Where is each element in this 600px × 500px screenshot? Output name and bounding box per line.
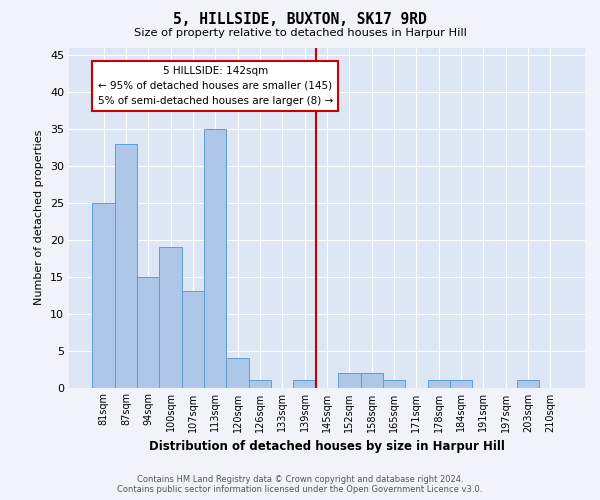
- Bar: [428, 380, 450, 388]
- Bar: [293, 380, 316, 388]
- Bar: [383, 380, 405, 388]
- Text: Contains HM Land Registry data © Crown copyright and database right 2024.
Contai: Contains HM Land Registry data © Crown c…: [118, 474, 482, 494]
- Bar: [160, 247, 182, 388]
- Bar: [92, 202, 115, 388]
- Y-axis label: Number of detached properties: Number of detached properties: [34, 130, 44, 305]
- Bar: [361, 372, 383, 388]
- Bar: [450, 380, 472, 388]
- Bar: [137, 276, 160, 388]
- X-axis label: Distribution of detached houses by size in Harpur Hill: Distribution of detached houses by size …: [149, 440, 505, 453]
- Bar: [338, 372, 361, 388]
- Bar: [517, 380, 539, 388]
- Bar: [115, 144, 137, 388]
- Text: Size of property relative to detached houses in Harpur Hill: Size of property relative to detached ho…: [134, 28, 466, 38]
- Text: 5, HILLSIDE, BUXTON, SK17 9RD: 5, HILLSIDE, BUXTON, SK17 9RD: [173, 12, 427, 28]
- Bar: [226, 358, 249, 388]
- Bar: [249, 380, 271, 388]
- Bar: [182, 292, 204, 388]
- Bar: [204, 129, 226, 388]
- Text: 5 HILLSIDE: 142sqm
← 95% of detached houses are smaller (145)
5% of semi-detache: 5 HILLSIDE: 142sqm ← 95% of detached hou…: [98, 66, 333, 106]
